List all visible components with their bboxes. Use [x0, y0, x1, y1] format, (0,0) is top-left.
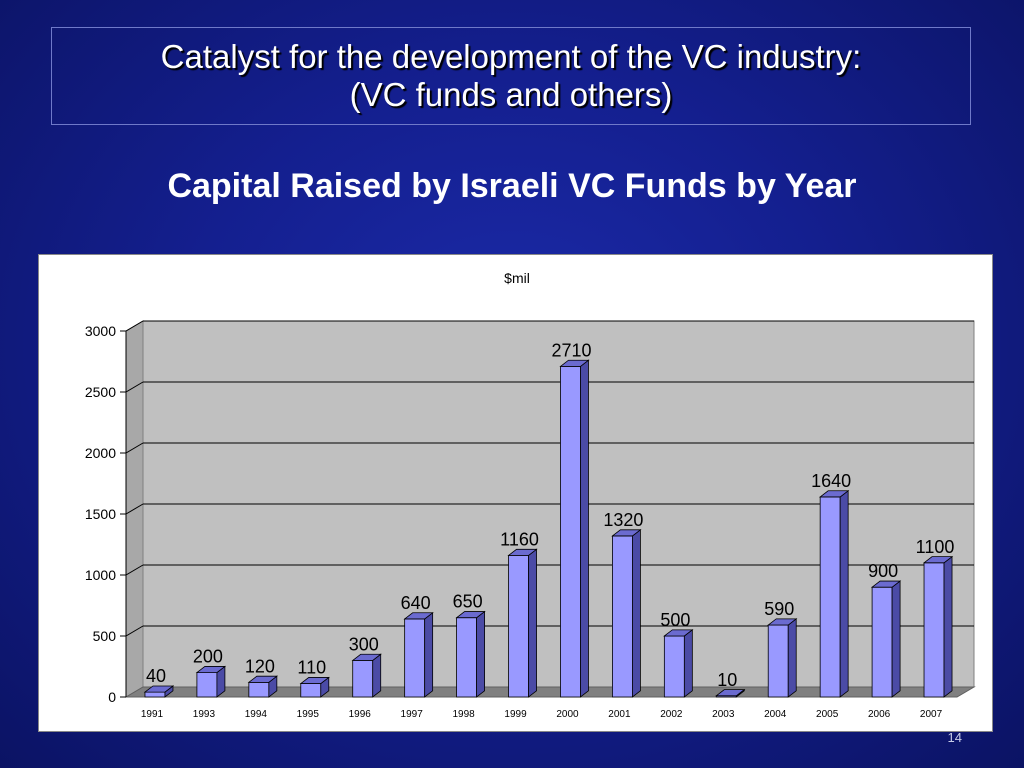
x-tick-label: 1996 — [349, 709, 372, 720]
bar — [300, 683, 322, 698]
gridline-depth — [125, 625, 144, 637]
bar-top — [403, 612, 434, 620]
data-label: 40 — [146, 666, 166, 686]
bar — [404, 618, 426, 698]
y-tick-label: 0 — [108, 689, 116, 705]
data-label: 1640 — [811, 471, 851, 491]
slide-title-line1: Catalyst for the development of the VC i… — [160, 38, 862, 75]
x-tick-label: 1993 — [193, 709, 216, 720]
bar — [663, 635, 685, 698]
bar-top — [922, 556, 954, 564]
bar — [612, 535, 633, 698]
x-tick-label: 1995 — [297, 709, 320, 720]
bar-top — [870, 580, 902, 588]
bar-top — [351, 653, 382, 661]
data-label: 640 — [401, 593, 431, 613]
data-label: 590 — [764, 599, 794, 619]
bar-side — [424, 611, 434, 698]
y-tick-label: 1500 — [85, 506, 116, 522]
bar-side — [943, 555, 953, 698]
gridline-depth — [125, 442, 144, 454]
bar-top — [818, 490, 850, 498]
bar-top — [455, 611, 486, 619]
bar-top — [767, 618, 798, 626]
x-tick-label: 2007 — [920, 709, 943, 720]
y-tick-label: 2000 — [85, 445, 116, 461]
data-label: 200 — [193, 647, 223, 667]
bar-side — [476, 610, 485, 698]
data-label: 1100 — [916, 537, 955, 557]
x-tick-label: 2004 — [764, 709, 787, 720]
bar-side — [787, 618, 797, 698]
slide-title-box: Catalyst for the development of the VC i… — [51, 27, 971, 125]
bar-side — [683, 629, 693, 698]
y-tick-label: 500 — [93, 628, 117, 644]
bar-top — [715, 689, 746, 697]
data-label: 1160 — [500, 529, 539, 549]
bar — [248, 681, 270, 698]
bar — [196, 672, 218, 698]
data-label: 300 — [349, 634, 379, 654]
chart-panel: $mil 0 500 1000 1500 2000 2500 3000 40 1991 200 19… — [38, 254, 993, 732]
x-tick-label: 2003 — [712, 709, 735, 720]
bar — [560, 365, 581, 698]
data-label: 650 — [453, 592, 483, 612]
x-tick-label: 1994 — [245, 709, 268, 720]
bar — [819, 496, 841, 698]
slide-title-line2: (VC funds and others) — [349, 76, 673, 113]
bar-top — [559, 359, 590, 367]
x-tick-label: 1998 — [452, 709, 475, 720]
bar — [767, 624, 789, 698]
gridline-depth — [125, 564, 144, 576]
data-label: 900 — [868, 561, 898, 581]
x-tick-label: 1999 — [504, 709, 527, 720]
x-tick-label: 2005 — [816, 709, 839, 720]
bar — [456, 617, 477, 698]
y-tick-label: 2500 — [85, 384, 116, 400]
bar-side — [580, 359, 589, 698]
bar-top — [663, 629, 694, 637]
bar-top — [507, 548, 538, 556]
bar-top — [247, 675, 279, 683]
gridline-depth — [125, 381, 144, 393]
bar — [144, 691, 166, 698]
gridline-depth — [125, 503, 144, 515]
bar — [352, 659, 374, 698]
data-label: 500 — [660, 610, 690, 630]
slide-subtitle: Capital Raised by Israeli VC Funds by Ye… — [167, 167, 857, 205]
bar-top — [299, 677, 330, 684]
data-label: 10 — [717, 670, 737, 690]
bar-top — [195, 666, 227, 674]
page-number: 14 — [947, 730, 962, 745]
x-tick-label: 1991 — [141, 709, 164, 720]
bar-chart: $mil 05001000150020002500300040199120019… — [85, 270, 976, 720]
bar — [923, 562, 945, 698]
bar-top — [611, 529, 642, 537]
x-tick-label: 2000 — [556, 709, 579, 720]
bar-side — [891, 580, 901, 698]
y-tick-label: 1000 — [85, 567, 116, 583]
data-label: 120 — [245, 656, 275, 676]
bar — [871, 586, 893, 698]
bar-side — [839, 489, 849, 698]
chart-title: $mil — [504, 270, 530, 286]
x-tick-label: 2006 — [868, 709, 891, 720]
y-tick-label: 3000 — [85, 323, 116, 339]
bar-side — [372, 653, 382, 698]
x-tick-label: 1997 — [401, 709, 424, 720]
bar — [508, 555, 529, 698]
bar-side — [632, 528, 641, 698]
x-tick-label: 2002 — [660, 709, 683, 720]
x-tick-label: 2001 — [608, 709, 631, 720]
gridline-depth — [125, 320, 144, 332]
data-label: 2710 — [551, 340, 591, 360]
data-label: 1320 — [603, 510, 643, 530]
data-label: 110 — [297, 658, 326, 678]
bar-top — [143, 685, 175, 693]
bar-side — [528, 548, 537, 698]
